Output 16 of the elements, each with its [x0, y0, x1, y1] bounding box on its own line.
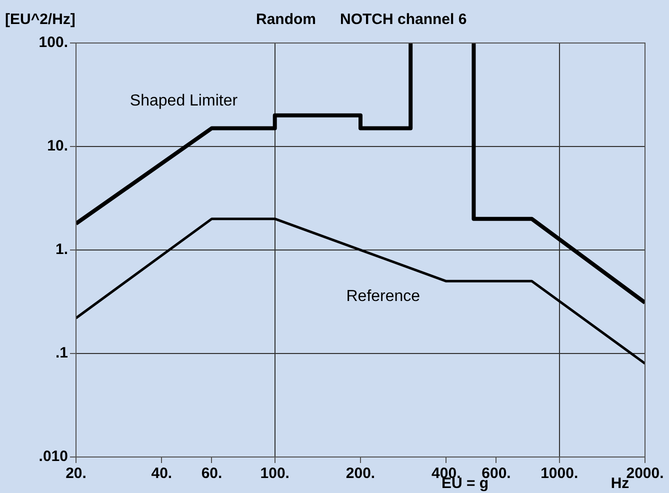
chart-subtitle: NOTCH channel 6	[340, 11, 467, 28]
x-tick-label: 20.	[66, 465, 86, 482]
x-tick-label: 60.	[201, 465, 222, 482]
y-tick-label: .1	[55, 344, 68, 362]
x-tick-label: 40.	[151, 465, 172, 482]
y-tick-label: 1.	[55, 241, 68, 258]
y-axis-title: [EU^2/Hz]	[5, 11, 76, 28]
x-tick-label: 100.	[260, 465, 290, 482]
chart-title: Random	[256, 11, 316, 28]
x-tick-label: 1000.	[540, 465, 578, 482]
series-label: Shaped Limiter	[130, 92, 238, 110]
y-tick-label: 10.	[47, 138, 68, 155]
y-tick-label: 100.	[38, 34, 68, 52]
x-tick-label: 200.	[346, 465, 376, 482]
series-label: Reference	[346, 288, 420, 306]
y-tick-label: .010	[38, 448, 68, 466]
